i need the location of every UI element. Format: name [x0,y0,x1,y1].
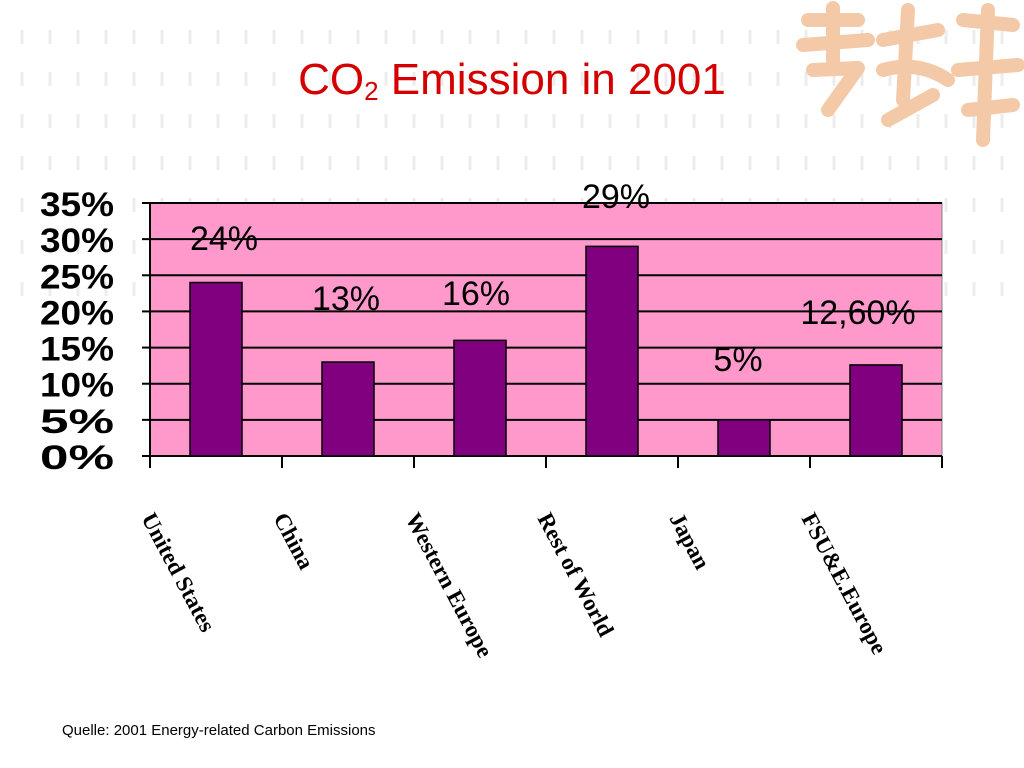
y-tick-label: 0% [40,439,114,477]
x-tick-label: Japan [665,509,715,574]
data-label: 12,60% [800,294,915,332]
title-subscript: 2 [364,76,379,106]
x-tick-label: Western Europe [401,509,498,662]
y-tick-label: 10% [40,367,114,405]
slide-title: CO2 Emission in 2001 [0,55,1024,106]
x-tick-label: Rest of World [533,509,619,641]
y-tick-label: 5% [40,403,114,441]
y-tick-label: 20% [40,294,114,332]
data-label: 29% [582,178,650,216]
x-tick-label: China [269,509,320,574]
data-label: 13% [312,280,380,318]
title-rest: Emission in 2001 [378,55,726,104]
calligraphy-logo-icon [796,1,1024,147]
bar [585,245,639,457]
y-tick-label: 35% [40,186,114,224]
y-tick-label: 25% [40,258,114,296]
data-label: 5% [713,341,762,379]
y-tick-label: 15% [40,331,114,369]
bar [849,364,903,457]
x-tick-label: FSU&E.Europe [797,509,892,659]
source-note: Quelle: 2001 Energy-related Carbon Emiss… [62,722,376,739]
bar [321,361,375,457]
plot-area [149,202,943,457]
bar [717,419,771,457]
title-main: CO [298,55,365,104]
data-label: 16% [442,275,510,313]
bar [453,339,507,457]
x-tick-label: United States [137,509,221,636]
bar [189,281,243,457]
data-label: 24% [190,220,258,258]
y-tick-label: 30% [40,222,114,260]
